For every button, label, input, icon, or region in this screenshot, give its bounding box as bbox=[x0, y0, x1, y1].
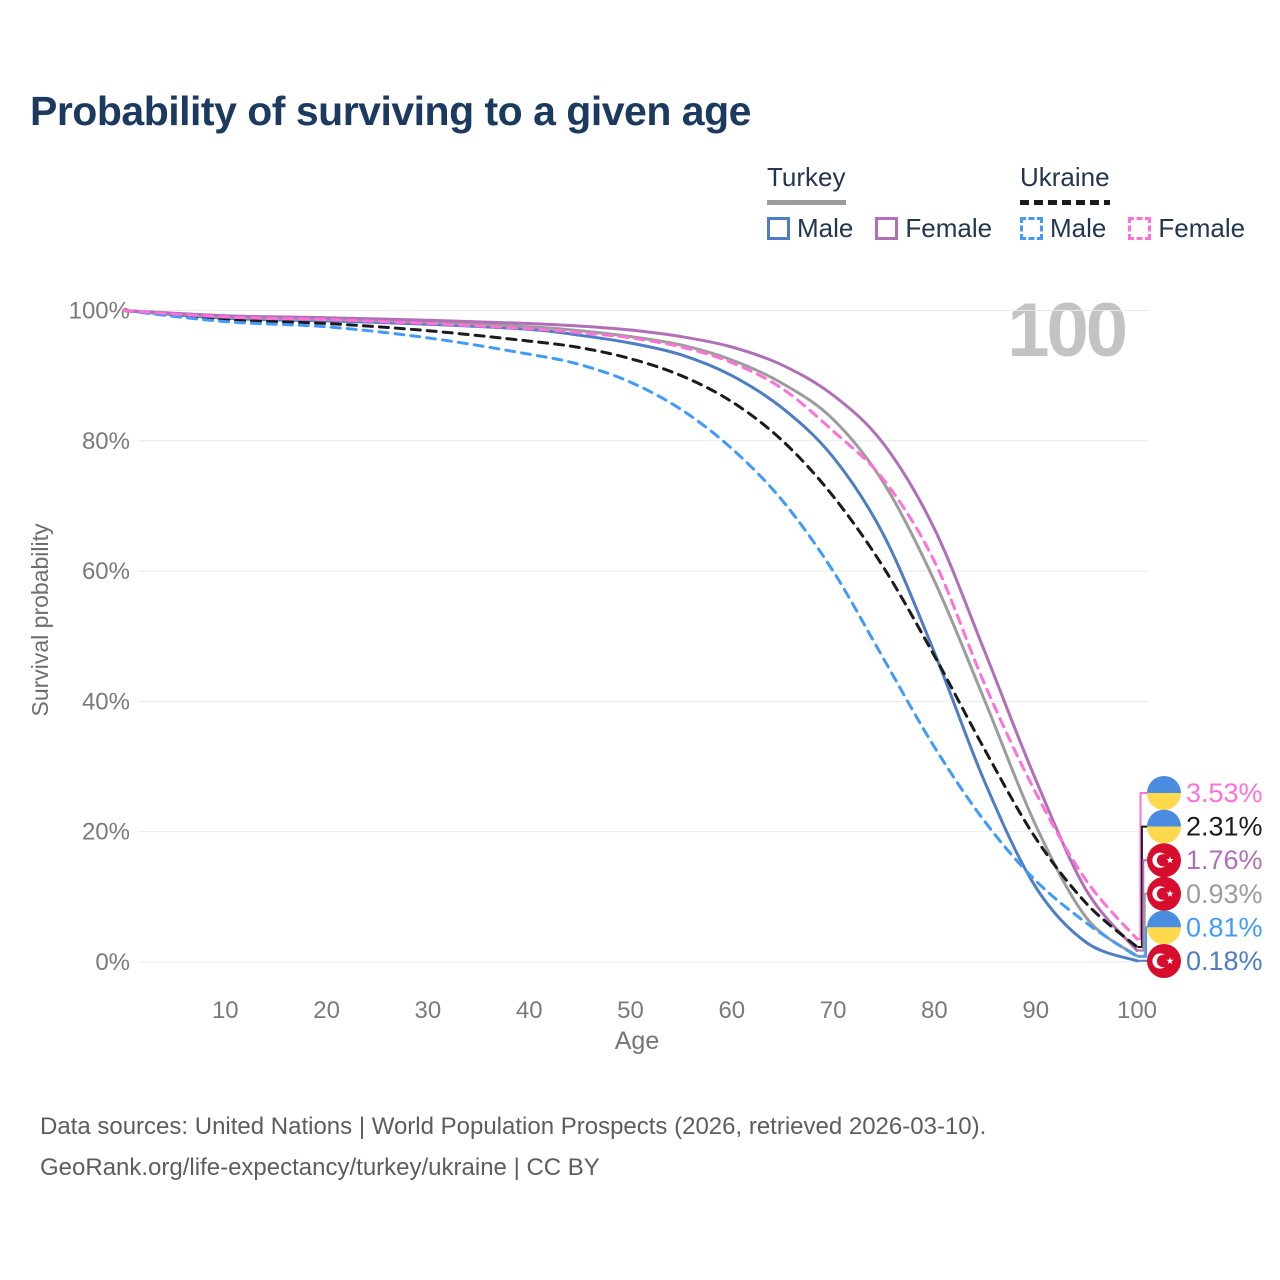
legend-ukraine-header: Ukraine bbox=[1020, 162, 1110, 192]
legend-item-ukraine-female[interactable]: Female bbox=[1128, 213, 1245, 244]
ukraine-flag-icon bbox=[1147, 809, 1181, 827]
data-sources-text: Data sources: United Nations | World Pop… bbox=[40, 1113, 987, 1140]
series-line-turkey-female bbox=[122, 309, 1139, 952]
legend-item-ukraine-male[interactable]: Male bbox=[1020, 213, 1106, 244]
y-tick-label-20: 20% bbox=[82, 819, 130, 846]
legend-item-turkey-female[interactable]: Female bbox=[875, 213, 992, 244]
x-axis-title: Age bbox=[615, 1027, 659, 1055]
legend-group-turkey: Turkey Male Female bbox=[767, 162, 1014, 244]
end-connector-ukraine-female bbox=[1137, 792, 1148, 940]
legend-item-turkey-male[interactable]: Male bbox=[767, 213, 853, 244]
x-tick-label-10: 10 bbox=[212, 997, 239, 1024]
legend-ukraine-female-label: Female bbox=[1158, 213, 1246, 243]
y-tick-label-40: 40% bbox=[82, 688, 130, 715]
series-line-ukraine-overall bbox=[122, 309, 1139, 949]
turkey-flag-crescent bbox=[1156, 887, 1170, 900]
series-line-ukraine-male bbox=[122, 309, 1139, 959]
legend-group-ukraine: Ukraine Male Female bbox=[1020, 162, 1267, 244]
footer: Data sources: United Nations | World Pop… bbox=[40, 1106, 986, 1188]
turkey-flag-star bbox=[1166, 957, 1174, 965]
end-connector-ukraine-overall bbox=[1137, 825, 1148, 948]
x-tick-label-30: 30 bbox=[415, 997, 442, 1024]
end-label-ukraine-male: 0.81% bbox=[1186, 912, 1263, 942]
x-tick-label-40: 40 bbox=[516, 997, 543, 1024]
y-tick-label-60: 60% bbox=[82, 558, 130, 585]
legend-turkey-male-label: Male bbox=[797, 213, 854, 243]
legend-ukraine-overall-line-swatch bbox=[1020, 200, 1110, 205]
x-tick-label-90: 90 bbox=[1022, 997, 1049, 1024]
x-tick-label-20: 20 bbox=[313, 997, 340, 1024]
turkey-flag-crescent bbox=[1156, 954, 1170, 968]
series-line-turkey-overall bbox=[122, 309, 1139, 958]
attribution-text: GeoRank.org/life-expectancy/turkey/ukrai… bbox=[40, 1154, 600, 1181]
end-label-turkey-female: 1.76% bbox=[1186, 845, 1263, 875]
x-tick-label-60: 60 bbox=[718, 997, 745, 1024]
turkey-flag-crescent bbox=[1156, 854, 1170, 867]
ukraine-flag-icon bbox=[1147, 927, 1181, 945]
x-tick-label-70: 70 bbox=[820, 997, 847, 1024]
series-line-turkey-male bbox=[122, 309, 1139, 963]
y-axis-title: Survival probability bbox=[27, 523, 53, 717]
y-tick-label-80: 80% bbox=[82, 428, 130, 455]
ukraine-female-checkbox[interactable] bbox=[1128, 217, 1152, 240]
y-tick-label-0: 0% bbox=[95, 949, 130, 976]
end-label-ukraine-overall: 2.31% bbox=[1186, 812, 1263, 842]
ukraine-flag-icon bbox=[1147, 776, 1181, 793]
legend-turkey-overall-line-swatch bbox=[767, 200, 846, 205]
turkey-male-checkbox[interactable] bbox=[767, 217, 790, 240]
ukraine-flag-icon bbox=[1147, 826, 1181, 844]
page-title: Probability of surviving to a given age bbox=[30, 88, 751, 134]
ukraine-flag-icon bbox=[1147, 910, 1181, 928]
end-connector-turkey-female bbox=[1137, 859, 1148, 952]
ukraine-flag-icon bbox=[1147, 793, 1181, 810]
end-label-turkey-overall: 0.93% bbox=[1186, 879, 1263, 909]
end-label-ukraine-female: 3.53% bbox=[1186, 778, 1263, 808]
y-tick-label-100: 100% bbox=[69, 298, 130, 325]
x-tick-label-80: 80 bbox=[921, 997, 948, 1024]
age-100-watermark: 100 bbox=[1007, 288, 1128, 373]
series-line-ukraine-female bbox=[122, 309, 1139, 941]
x-tick-label-50: 50 bbox=[617, 997, 644, 1024]
ukraine-male-checkbox[interactable] bbox=[1020, 217, 1043, 240]
legend-turkey-header: Turkey bbox=[767, 162, 846, 192]
end-label-turkey-male: 0.18% bbox=[1186, 946, 1263, 976]
x-tick-label-100: 100 bbox=[1117, 997, 1157, 1024]
turkey-flag-star bbox=[1166, 856, 1174, 864]
turkey-flag-star bbox=[1166, 890, 1174, 897]
legend-turkey-female-label: Female bbox=[905, 213, 993, 243]
legend-ukraine-male-label: Male bbox=[1050, 213, 1107, 243]
turkey-female-checkbox[interactable] bbox=[875, 217, 899, 240]
